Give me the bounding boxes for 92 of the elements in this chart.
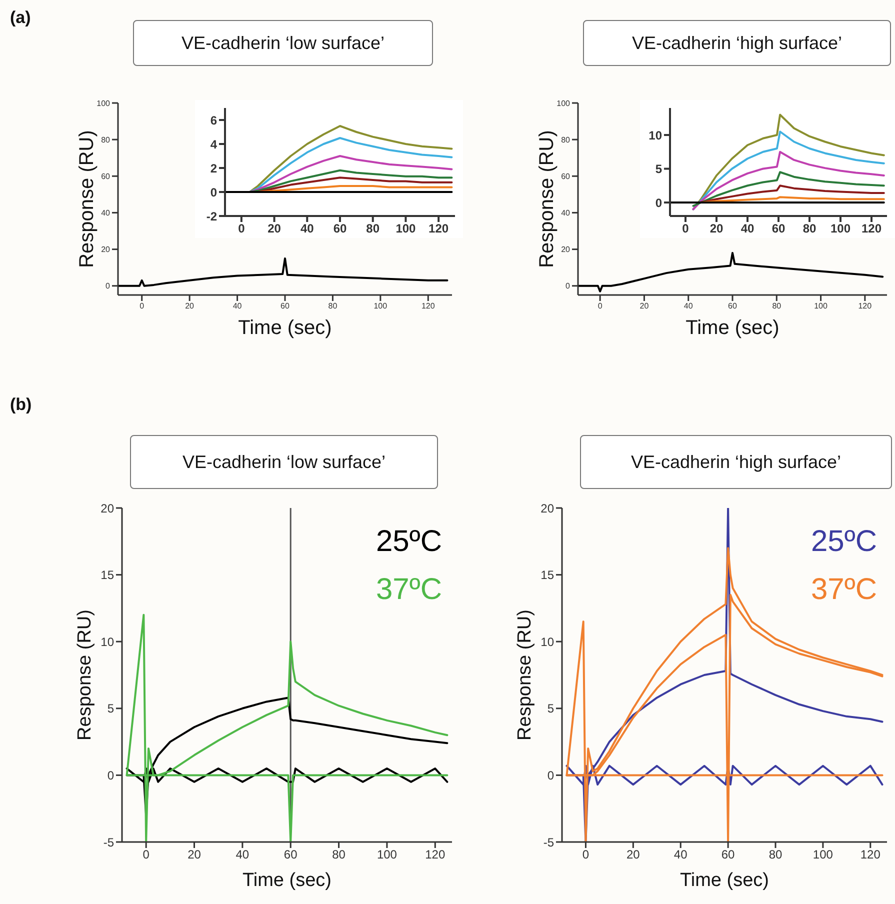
y-tick-label: 0 (547, 768, 554, 782)
x-tick-label: 0 (142, 848, 150, 862)
y-tick-label: 80 (101, 135, 111, 144)
x-tick-label: 60 (284, 848, 298, 862)
y-tick-label: 2 (210, 161, 218, 176)
x-tick-label: 20 (188, 848, 202, 862)
x-tick-label: 20 (626, 848, 640, 862)
x-tick-label: 100 (376, 848, 398, 862)
chart-title: VE-cadherin ‘low surface’ (133, 20, 433, 66)
y-tick-label: 20 (540, 501, 554, 516)
x-tick-label: 100 (812, 848, 834, 862)
x-tick-label: 40 (674, 848, 688, 862)
y-tick-label: 5 (547, 702, 554, 716)
x-tick-label: 60 (333, 222, 347, 236)
x-tick-label: 60 (721, 848, 736, 862)
y-tick-label: 15 (540, 568, 554, 582)
x-axis-title: Time (sec) (238, 317, 332, 339)
y-tick-label: 0 (566, 282, 571, 291)
text: (b) (10, 395, 32, 415)
x-tick-label: 80 (332, 848, 346, 862)
x-tick-label: 40 (300, 222, 314, 236)
y-tick-label: 4 (210, 137, 218, 152)
y-axis-title: Response (RU) (514, 610, 536, 740)
x-tick-label: 0 (582, 848, 590, 862)
x-tick-label: 120 (425, 848, 446, 862)
x-tick-label: 100 (396, 222, 416, 236)
series-label: 37ºC (811, 572, 877, 608)
y-tick-label: 0 (655, 196, 662, 210)
x-tick-label: 120 (860, 848, 881, 862)
text: 25ºC (811, 524, 877, 560)
x-tick-label: 40 (740, 222, 754, 236)
y-tick-label: 100 (556, 98, 571, 108)
y-tick-label: 10 (100, 634, 114, 649)
y-tick-label: 20 (100, 501, 114, 516)
x-axis-title: Time (sec) (242, 870, 332, 891)
y-tick-label: 60 (101, 172, 111, 181)
x-axis-title: Time (sec) (680, 870, 770, 891)
y-tick-label: -5 (103, 835, 114, 850)
x-tick-label: 40 (684, 302, 694, 311)
y-tick-label: -5 (543, 835, 554, 850)
text: 25ºC (376, 524, 442, 560)
y-tick-label: 40 (101, 208, 111, 218)
y-axis-title: Response (RU) (76, 130, 98, 268)
y-tick-label: 80 (561, 135, 571, 144)
x-tick-label: 80 (802, 222, 816, 236)
x-tick-label: 40 (232, 302, 242, 311)
text: (a) (10, 8, 31, 28)
y-tick-label: 100 (96, 98, 111, 108)
x-tick-label: 100 (374, 302, 388, 311)
x-tick-label: 60 (280, 302, 290, 311)
y-axis-title: Response (RU) (536, 130, 558, 268)
x-tick-label: 0 (238, 222, 246, 236)
y-tick-label: 40 (561, 208, 571, 218)
x-tick-label: 120 (428, 222, 449, 236)
x-tick-label: 0 (598, 302, 603, 311)
x-tick-label: 120 (861, 222, 882, 236)
x-tick-label: 100 (814, 302, 828, 311)
y-tick-label: 10 (540, 634, 554, 649)
y-tick-label: 0 (106, 282, 111, 291)
x-axis-title: Time (sec) (686, 317, 780, 339)
y-tick-label: 20 (561, 245, 571, 254)
x-tick-label: 120 (421, 302, 436, 311)
y-tick-label: 0 (210, 185, 218, 200)
x-tick-label: 0 (682, 222, 690, 236)
x-tick-label: 20 (640, 302, 650, 311)
y-tick-label: 15 (100, 568, 114, 582)
x-tick-label: 80 (366, 222, 380, 236)
x-tick-label: 20 (710, 222, 724, 236)
y-tick-label: -2 (206, 209, 218, 224)
y-tick-label: 5 (655, 162, 662, 176)
x-tick-label: 80 (328, 302, 338, 311)
y-tick-label: 10 (648, 128, 662, 142)
x-tick-label: 0 (140, 302, 145, 311)
chart-title: VE-cadherin ‘low surface’ (130, 435, 438, 489)
x-tick-label: 60 (772, 222, 786, 236)
chart-title: VE-cadherin ‘high surface’ (583, 20, 891, 66)
y-tick-label: 20 (101, 245, 111, 254)
x-tick-label: 100 (830, 222, 851, 236)
x-tick-label: 120 (858, 302, 872, 311)
y-tick-label: 60 (561, 172, 571, 181)
x-tick-label: 60 (728, 302, 738, 311)
y-tick-label: 6 (210, 113, 218, 128)
x-tick-label: 80 (772, 302, 782, 311)
x-tick-label: 80 (768, 848, 782, 862)
chart-title: VE-cadherin ‘high surface’ (580, 435, 892, 489)
y-tick-label: 0 (107, 768, 114, 782)
x-tick-label: 40 (236, 848, 250, 862)
text: 37ºC (376, 572, 442, 608)
x-tick-label: 20 (268, 222, 282, 236)
y-axis-title: Response (RU) (74, 610, 96, 740)
y-tick-label: 5 (107, 702, 114, 716)
x-tick-label: 20 (185, 302, 195, 311)
